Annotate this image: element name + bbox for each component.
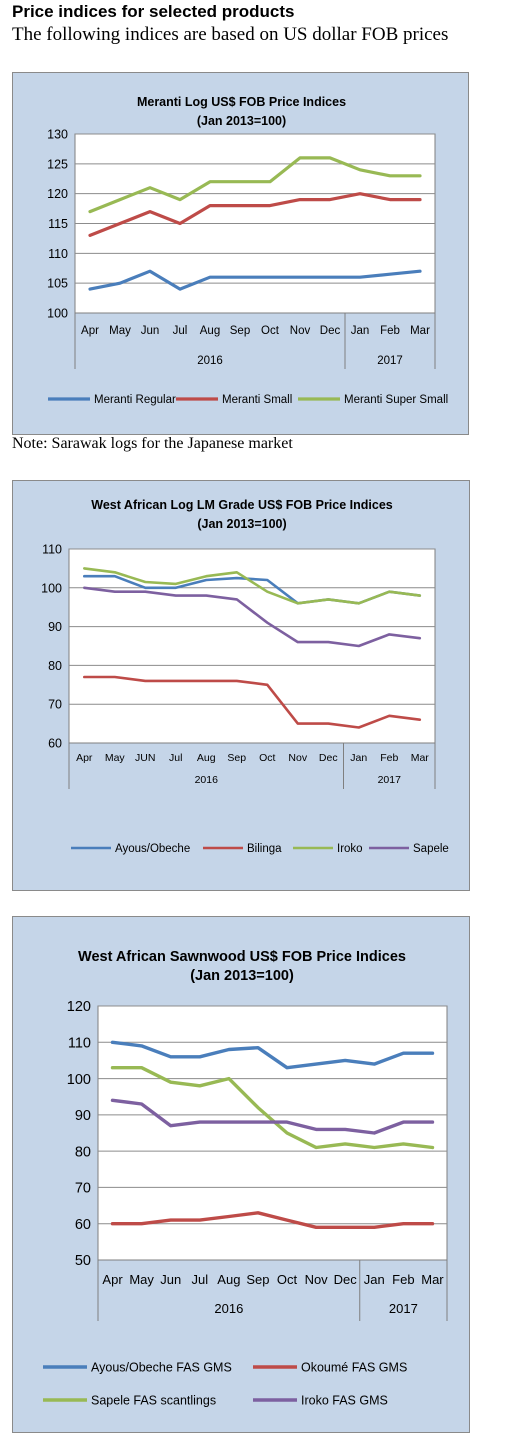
x-tick-label: Aug [200, 325, 220, 337]
x-tick-label: Apr [76, 752, 93, 764]
x-tick-label: Sep [246, 1272, 269, 1287]
chart-title: West African Log LM Grade US$ FOB Price … [91, 498, 393, 512]
x-tick-label: Dec [319, 752, 338, 764]
series-line [88, 192, 422, 237]
page-heading: Price indices for selected products [12, 2, 295, 21]
legend-label: Iroko FAS GMS [301, 1394, 388, 1408]
chart-panel-west-african-sawnwood: West African Sawnwood US$ FOB Price Indi… [12, 916, 470, 1433]
legend-label: Sapele [413, 843, 449, 855]
x-tick-label: Jan [351, 325, 370, 337]
y-tick-label: 100 [41, 581, 62, 595]
x-tick-label: Nov [288, 752, 307, 764]
x-tick-label: Dec [320, 325, 341, 337]
x-tick-label: Dec [334, 1272, 358, 1287]
meranti-log-chart: Meranti Log US$ FOB Price Indices (Jan 20… [47, 95, 448, 406]
y-tick-label: 100 [47, 307, 68, 321]
chart-subtitle: (Jan 2013=100) [197, 517, 286, 531]
chart-panel-meranti: Meranti Log US$ FOB Price Indices (Jan 20… [12, 72, 469, 435]
y-tick-label: 120 [67, 999, 91, 1015]
series-line [83, 567, 422, 605]
year-label: 2017 [378, 774, 402, 786]
series-line [110, 1065, 435, 1150]
legend-label: Ayous/Obeche FAS GMS [91, 1361, 232, 1375]
x-tick-label: Aug [197, 752, 216, 764]
year-label: 2017 [389, 1301, 418, 1316]
x-tick-label: Jul [169, 752, 182, 764]
y-tick-label: 120 [47, 187, 68, 201]
x-tick-label: Oct [261, 325, 280, 337]
series-line [110, 1040, 435, 1070]
x-tick-label: Jan [364, 1272, 385, 1287]
series-line [83, 675, 422, 729]
y-tick-label: 60 [75, 1217, 91, 1233]
y-tick-label: 110 [68, 1036, 91, 1052]
legend-label: Bilinga [247, 843, 282, 855]
chart-subtitle: (Jan 2013=100) [190, 968, 294, 984]
x-tick-label: Apr [81, 325, 99, 337]
y-tick-label: 110 [42, 543, 62, 557]
x-tick-label: Apr [102, 1272, 123, 1287]
series-line [83, 586, 422, 648]
series-line [88, 269, 422, 291]
y-tick-label: 90 [75, 1108, 91, 1124]
year-label: 2016 [214, 1301, 243, 1316]
y-tick-label: 60 [48, 737, 62, 751]
x-tick-label: Nov [290, 325, 311, 337]
y-tick-label: 80 [75, 1144, 91, 1160]
year-label: 2016 [197, 355, 223, 367]
series-line [110, 1211, 435, 1229]
y-tick-label: 130 [47, 128, 68, 142]
x-tick-label: Feb [380, 325, 400, 337]
x-tick-label: Oct [259, 752, 275, 764]
x-tick-label: Jul [191, 1272, 208, 1287]
y-tick-label: 115 [48, 217, 68, 231]
x-tick-label: Mar [421, 1272, 444, 1287]
x-tick-label: Sep [227, 752, 246, 764]
chart-panel-west-african-log: West African Log LM Grade US$ FOB Price … [12, 480, 470, 891]
y-tick-label: 70 [75, 1181, 91, 1197]
y-tick-label: 110 [48, 247, 68, 261]
legend-label: Ayous/Obeche [115, 843, 190, 855]
y-tick-label: 70 [48, 698, 62, 712]
x-tick-label: Nov [305, 1272, 329, 1287]
legend-label: Meranti Small [222, 394, 292, 406]
year-label: 2016 [195, 774, 219, 786]
page-subheading: The following indices are based on US do… [12, 24, 449, 45]
x-tick-label: Jan [350, 752, 367, 764]
x-tick-label: Oct [277, 1272, 298, 1287]
x-tick-label: May [129, 1272, 154, 1287]
x-tick-label: May [109, 325, 131, 337]
x-tick-label: Feb [380, 752, 398, 764]
x-tick-label: Sep [230, 325, 250, 337]
chart-subtitle: (Jan 2013=100) [197, 114, 286, 128]
y-tick-label: 105 [47, 277, 68, 291]
chart-title: West African Sawnwood US$ FOB Price Indi… [78, 949, 406, 965]
chart-title: Meranti Log US$ FOB Price Indices [137, 95, 346, 109]
chart-note: Note: Sarawak logs for the Japanese mark… [12, 435, 293, 452]
y-tick-label: 90 [48, 620, 62, 634]
legend-label: Meranti Super Small [344, 394, 448, 406]
x-tick-label: Jun [141, 325, 160, 337]
y-tick-label: 80 [48, 659, 62, 673]
x-tick-label: Jun [160, 1272, 181, 1287]
x-tick-label: Feb [392, 1272, 414, 1287]
series-line [88, 156, 422, 214]
x-tick-label: Mar [411, 752, 430, 764]
x-tick-label: JUN [135, 752, 155, 764]
y-tick-label: 125 [47, 157, 68, 171]
west-african-sawnwood-chart: West African Sawnwood US$ FOB Price Indi… [43, 949, 448, 1408]
x-tick-label: May [105, 752, 126, 764]
legend-label: Iroko [337, 843, 363, 855]
y-tick-label: 50 [75, 1253, 91, 1269]
x-tick-label: Jul [173, 325, 188, 337]
legend-label: Okoumé FAS GMS [301, 1361, 407, 1375]
west-african-log-chart: West African Log LM Grade US$ FOB Price … [41, 498, 449, 855]
legend-label: Meranti Regular [94, 394, 176, 406]
legend-label: Sapele FAS scantlings [91, 1394, 216, 1408]
year-label: 2017 [377, 355, 403, 367]
x-tick-label: Aug [217, 1272, 240, 1287]
x-tick-label: Mar [410, 325, 430, 337]
series-line [110, 1098, 435, 1135]
y-tick-label: 100 [67, 1072, 91, 1088]
